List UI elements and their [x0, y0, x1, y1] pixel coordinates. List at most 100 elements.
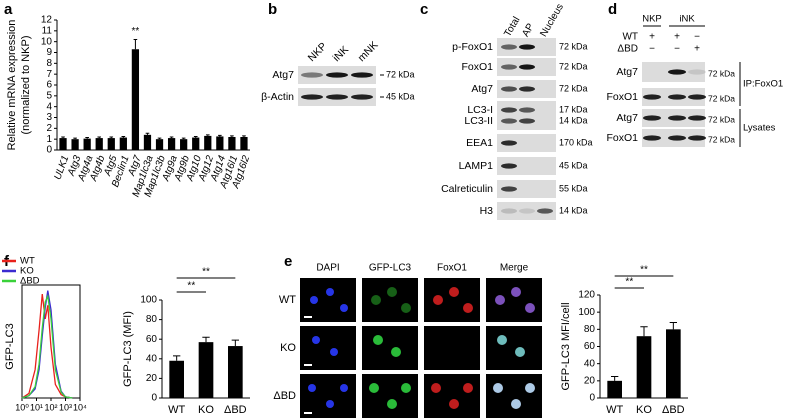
x-tick-label: 10³ — [59, 402, 72, 412]
row-label: EEA1 — [466, 137, 493, 149]
y-axis-label: GFP-LC3 MFI/cell — [560, 302, 572, 390]
x-tick-label: 10² — [44, 402, 57, 412]
cell — [449, 399, 459, 409]
error-bar — [640, 326, 648, 337]
condition-sign: + — [674, 32, 680, 43]
legend-label: WT — [20, 256, 35, 267]
error-bar — [205, 134, 210, 136]
error-bar — [61, 136, 65, 139]
bar — [71, 139, 79, 150]
row-label: LAMP1 — [459, 160, 494, 172]
marker-label: 14 kDa — [559, 205, 588, 215]
error-bar — [218, 134, 222, 137]
row-label: Calreticulin — [441, 183, 493, 195]
y-axis-label: GFP-LC3 (MFI) — [122, 311, 134, 387]
blot-band — [537, 208, 553, 214]
row-label: p-FoxO1 — [452, 41, 493, 53]
cell — [391, 347, 401, 357]
lane-label: Nucleus — [538, 2, 566, 39]
row-label: KO — [280, 342, 296, 354]
column-label: GFP-LC3 — [369, 263, 412, 274]
x-tick-label: WT — [606, 404, 623, 416]
significance: ** — [202, 267, 210, 278]
row-label: Atg7 — [616, 112, 638, 124]
row-label: Atg7 — [471, 83, 493, 95]
condition-sign: − — [649, 44, 655, 55]
condition-label: ΔBD — [617, 44, 638, 55]
marker-label: 72 kDa — [559, 41, 588, 51]
cell — [369, 383, 379, 393]
column-label: FoxO1 — [437, 263, 467, 274]
row-label: β-Actin — [261, 91, 294, 103]
y-axis-label: Relative mRNA expression — [6, 20, 18, 151]
error-bar — [231, 339, 239, 347]
micrograph — [486, 374, 542, 418]
blot-band — [501, 118, 517, 124]
blot-band — [643, 94, 661, 100]
x-tick-label: 10⁴ — [73, 402, 87, 412]
significance: ** — [640, 265, 648, 276]
blot-band — [668, 69, 686, 75]
blot-band — [501, 163, 517, 169]
y-tick-label: 3 — [46, 112, 52, 123]
row-label: FoxO1 — [606, 132, 638, 144]
y-axis-label: GFP-LC3 — [4, 323, 16, 369]
cell — [449, 287, 459, 297]
y-tick-label: 12 — [41, 15, 53, 26]
blot-band — [501, 44, 517, 50]
histogram-line — [21, 293, 73, 399]
bar — [155, 139, 164, 150]
cell — [431, 383, 441, 393]
row-label: LC3-I — [467, 104, 493, 116]
bar — [167, 138, 176, 150]
group-label: NKP — [642, 14, 662, 25]
y-tick-label: 100 — [140, 295, 157, 306]
row-label: Atg7 — [272, 69, 294, 81]
cell — [330, 348, 338, 356]
y-tick-label: 40 — [584, 358, 596, 369]
cell — [326, 288, 334, 296]
cell — [326, 400, 334, 408]
cell — [373, 335, 383, 345]
legend-label: KO — [20, 266, 34, 277]
micrograph — [486, 278, 542, 322]
blot-band — [643, 115, 661, 121]
marker-label: 45 kDa — [386, 91, 415, 101]
marker-label: 72 kDa — [386, 69, 415, 79]
error-bar — [97, 136, 102, 139]
bar — [192, 137, 200, 150]
blot-band — [501, 64, 517, 70]
blot-band — [519, 86, 535, 92]
bar — [228, 346, 243, 398]
legend-label: ΔBD — [20, 276, 40, 287]
bar — [107, 138, 115, 150]
y-tick-label: 60 — [146, 334, 158, 345]
error-bar — [242, 135, 246, 137]
cell — [525, 383, 535, 393]
x-tick-label: ΔBD — [224, 404, 247, 416]
cell — [511, 399, 521, 409]
bar — [131, 49, 140, 150]
panel-label: c — [420, 1, 428, 18]
marker-label: 14 kDa — [559, 115, 588, 125]
error-bar — [181, 137, 186, 140]
error-bar — [157, 137, 162, 140]
blot-band — [351, 72, 373, 78]
cell — [495, 295, 505, 305]
blot-band — [501, 86, 517, 92]
y-tick-label: 100 — [578, 307, 595, 318]
cell — [515, 347, 525, 357]
error-bar — [202, 336, 210, 343]
y-tick-label: 20 — [584, 375, 596, 386]
bar — [198, 342, 214, 398]
micrograph — [486, 326, 542, 370]
bar — [216, 136, 224, 150]
y-tick-label: 1 — [46, 134, 52, 145]
error-bar — [169, 136, 174, 139]
lane-label: Total — [502, 15, 522, 39]
micrograph — [424, 326, 480, 370]
condition-sign: + — [649, 32, 655, 43]
lane-label: NKP — [306, 40, 330, 64]
bar — [119, 137, 127, 150]
marker-label: 72 kDa — [559, 61, 588, 71]
